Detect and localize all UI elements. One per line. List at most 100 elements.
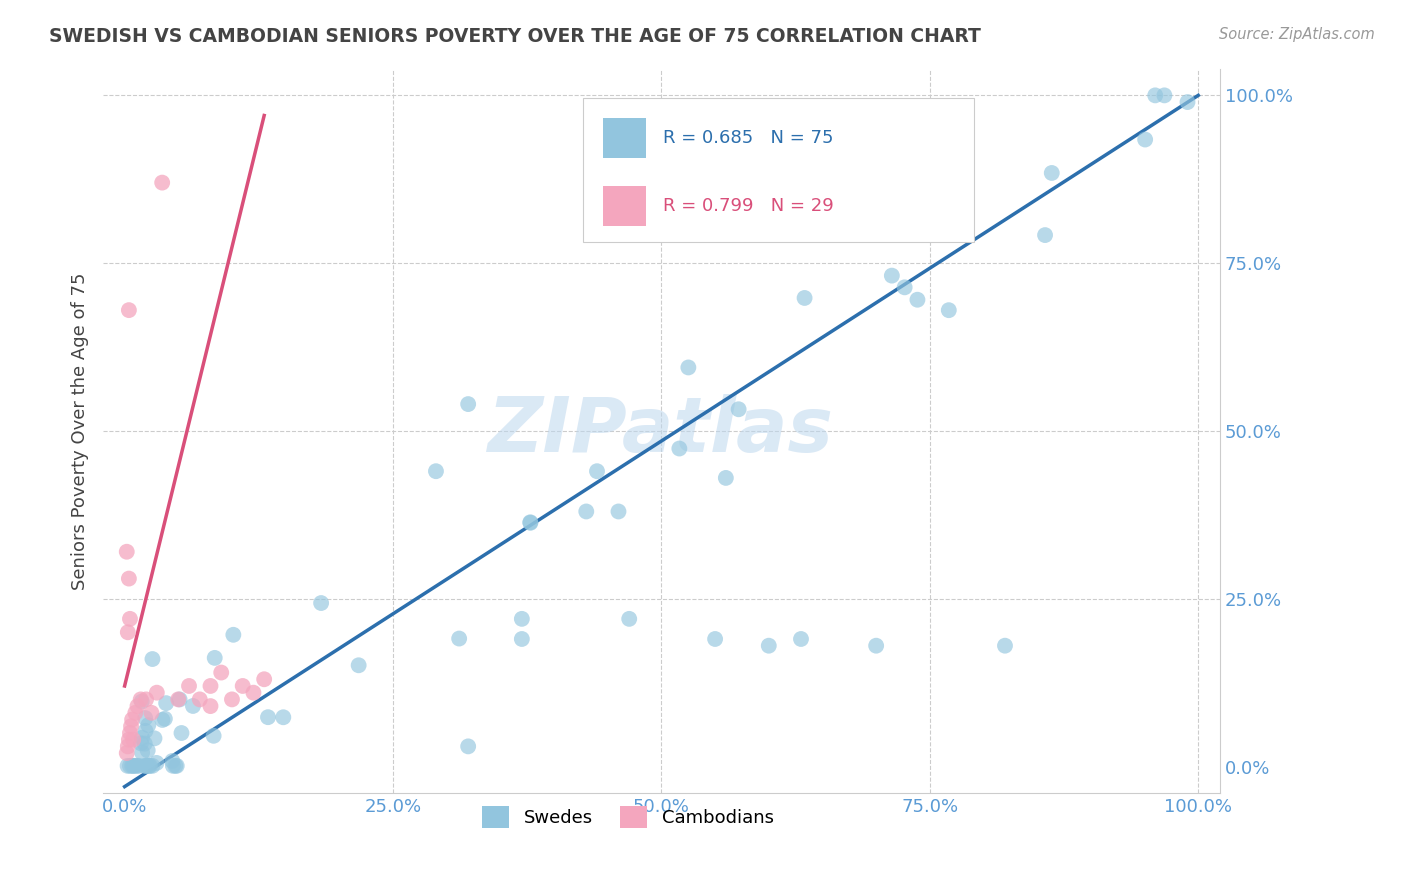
- Point: [425, 464, 447, 478]
- Point: [204, 651, 226, 665]
- Point: [125, 759, 148, 773]
- Point: [118, 759, 141, 773]
- Point: [118, 303, 141, 318]
- Point: [122, 732, 145, 747]
- Point: [309, 596, 332, 610]
- Point: [134, 737, 156, 751]
- Point: [124, 759, 146, 773]
- Point: [118, 572, 141, 586]
- Point: [1144, 88, 1167, 103]
- Point: [117, 739, 139, 754]
- Point: [938, 303, 960, 318]
- Text: ZIPatlas: ZIPatlas: [488, 394, 834, 468]
- Point: [800, 189, 823, 203]
- Point: [177, 679, 200, 693]
- Point: [120, 719, 142, 733]
- Point: [118, 612, 141, 626]
- Point: [519, 516, 541, 530]
- Point: [134, 711, 156, 725]
- Point: [586, 464, 609, 478]
- Point: [202, 729, 225, 743]
- Point: [668, 442, 690, 456]
- Text: Source: ZipAtlas.com: Source: ZipAtlas.com: [1219, 27, 1375, 42]
- Point: [575, 504, 598, 518]
- Point: [141, 759, 163, 773]
- Point: [134, 759, 156, 773]
- Point: [121, 713, 143, 727]
- Point: [519, 515, 541, 529]
- Point: [1177, 95, 1199, 109]
- Point: [607, 504, 630, 518]
- Point: [257, 710, 280, 724]
- Point: [880, 268, 903, 283]
- Point: [134, 723, 156, 738]
- Point: [727, 402, 749, 417]
- Point: [145, 756, 167, 770]
- Point: [510, 612, 533, 626]
- Point: [893, 280, 915, 294]
- Point: [118, 726, 141, 740]
- Point: [907, 293, 929, 307]
- Point: [704, 632, 727, 646]
- Point: [209, 665, 232, 680]
- Point: [136, 743, 159, 757]
- Point: [135, 759, 157, 773]
- Point: [115, 545, 138, 559]
- Point: [167, 692, 190, 706]
- Point: [122, 759, 145, 773]
- Point: [136, 759, 159, 773]
- Point: [457, 397, 479, 411]
- Legend: Swedes, Cambodians: Swedes, Cambodians: [475, 798, 780, 835]
- Point: [131, 695, 153, 709]
- Point: [155, 696, 177, 710]
- Y-axis label: Seniors Poverty Over the Age of 75: Seniors Poverty Over the Age of 75: [72, 272, 89, 590]
- Point: [232, 679, 254, 693]
- Point: [169, 692, 191, 706]
- Point: [153, 712, 176, 726]
- Point: [128, 759, 150, 773]
- Text: R = 0.685   N = 75: R = 0.685 N = 75: [662, 129, 832, 147]
- Point: [222, 628, 245, 642]
- Point: [135, 692, 157, 706]
- Point: [758, 639, 780, 653]
- Point: [1040, 166, 1063, 180]
- Point: [117, 625, 139, 640]
- Point: [115, 746, 138, 760]
- Point: [162, 754, 184, 768]
- Point: [141, 706, 163, 720]
- Point: [166, 759, 188, 773]
- Text: R = 0.799   N = 29: R = 0.799 N = 29: [662, 197, 834, 215]
- Point: [1133, 132, 1156, 146]
- Point: [242, 686, 264, 700]
- Point: [129, 692, 152, 706]
- Point: [619, 612, 641, 626]
- Point: [181, 698, 204, 713]
- Point: [152, 713, 174, 727]
- Point: [131, 731, 153, 745]
- Text: SWEDISH VS CAMBODIAN SENIORS POVERTY OVER THE AGE OF 75 CORRELATION CHART: SWEDISH VS CAMBODIAN SENIORS POVERTY OVE…: [49, 27, 981, 45]
- Point: [129, 736, 152, 750]
- Point: [188, 692, 211, 706]
- Point: [131, 746, 153, 760]
- FancyBboxPatch shape: [583, 97, 974, 243]
- Point: [127, 699, 149, 714]
- Point: [139, 759, 162, 773]
- Point: [143, 731, 166, 746]
- Point: [793, 291, 815, 305]
- Point: [271, 710, 294, 724]
- Point: [221, 692, 243, 706]
- Point: [141, 652, 163, 666]
- Point: [865, 639, 887, 653]
- Point: [136, 718, 159, 732]
- Point: [449, 632, 471, 646]
- Point: [678, 360, 700, 375]
- Point: [714, 471, 737, 485]
- Point: [510, 632, 533, 646]
- Point: [457, 739, 479, 754]
- Point: [117, 759, 139, 773]
- Point: [994, 639, 1017, 653]
- Point: [124, 706, 146, 720]
- Point: [200, 699, 222, 714]
- FancyBboxPatch shape: [603, 118, 645, 158]
- Point: [146, 686, 169, 700]
